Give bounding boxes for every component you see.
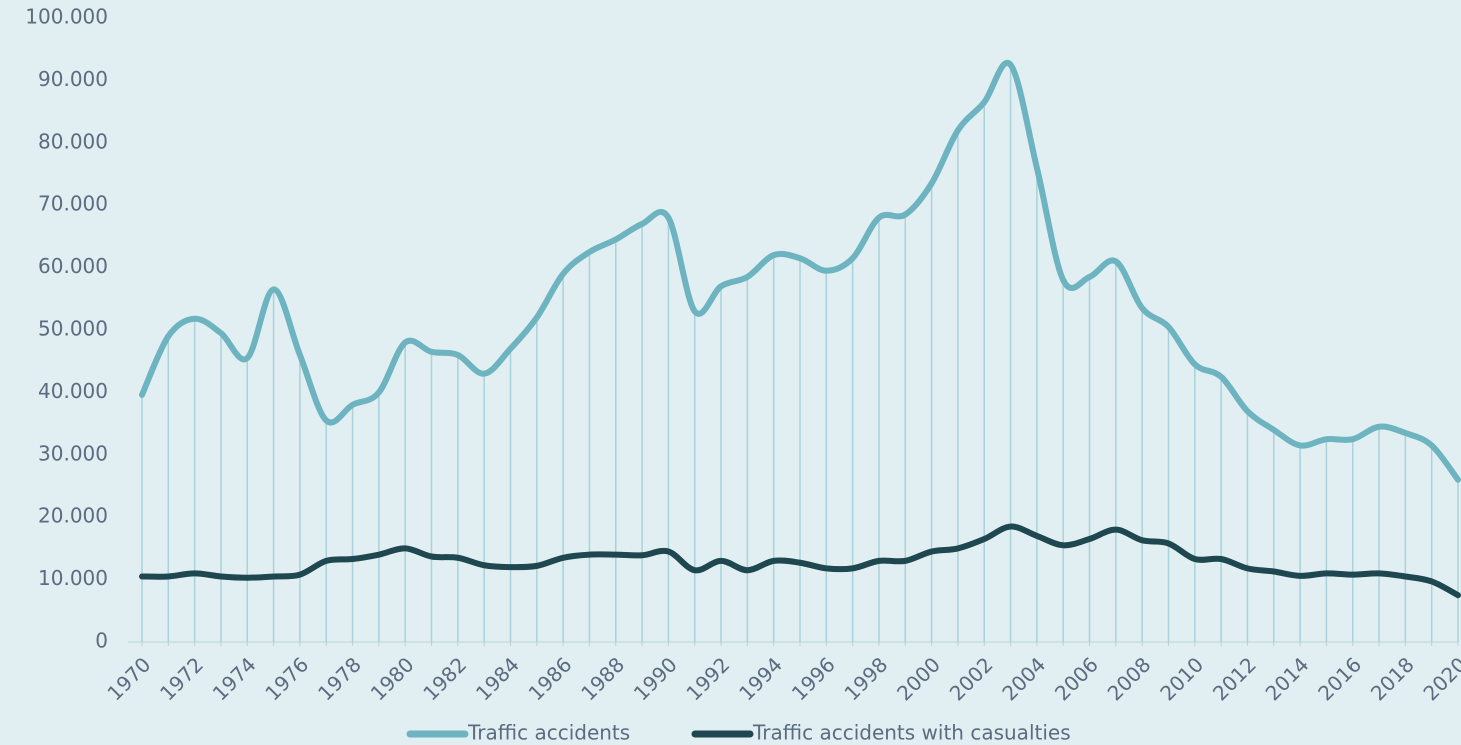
x-tick-label: 1976 [260,652,313,705]
x-tick-label: 2018 [1366,652,1419,705]
y-tick-label: 20.000 [38,504,108,528]
x-tick-label: 1980 [366,652,419,705]
y-tick-label: 90.000 [38,67,108,91]
x-tick-label: 1986 [524,652,577,705]
y-tick-label: 40.000 [38,379,108,403]
x-tick-label: 2000 [892,652,945,705]
x-tick-label: 2012 [1208,652,1261,705]
y-tick-label: 0 [95,629,108,653]
x-tick-label: 2008 [1103,652,1156,705]
y-tick-label: 70.000 [38,192,108,216]
y-tick-label: 80.000 [38,129,108,153]
y-tick-label: 60.000 [38,254,108,278]
x-tick-label: 2014 [1261,652,1314,705]
y-tick-label: 100.000 [25,5,108,29]
x-tick-label: 1978 [313,652,366,705]
x-tick-label: 1970 [102,652,155,705]
x-tick-label: 2002 [945,652,998,705]
x-tick-label: 2016 [1313,652,1366,705]
x-tick-label: 1988 [576,652,629,705]
x-tick-label: 1982 [418,652,471,705]
x-tick-label: 1990 [629,652,682,705]
x-tick-label: 1996 [787,652,840,705]
x-tick-label: 2004 [997,652,1050,705]
series-line [139,59,1461,483]
x-tick-label: 2006 [1050,652,1103,705]
series-line [139,523,1461,599]
y-tick-label: 10.000 [38,566,108,590]
y-tick-label: 30.000 [38,441,108,465]
x-tick-label: 1992 [681,652,734,705]
legend-label: Traffic accidents with casualties [752,721,1071,745]
x-tick-label: 1974 [208,652,261,705]
x-tick-label: 1972 [155,652,208,705]
x-tick-label: 1984 [471,652,524,705]
legend-label: Traffic accidents [467,721,630,745]
x-tick-label: 1994 [734,652,787,705]
x-tick-label: 2020 [1418,652,1461,705]
y-tick-label: 50.000 [38,317,108,341]
x-tick-label: 2010 [1155,652,1208,705]
x-tick-label: 1998 [839,652,892,705]
